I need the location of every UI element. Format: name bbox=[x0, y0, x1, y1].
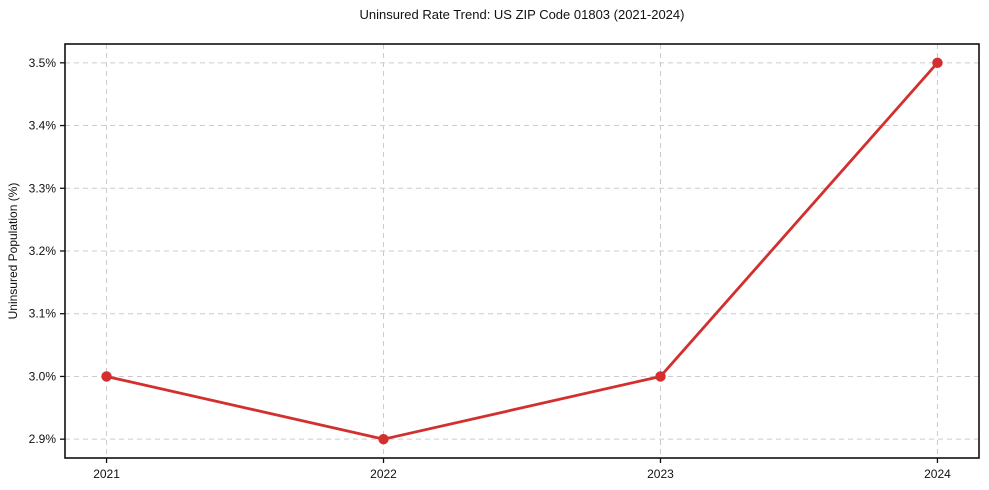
data-point-marker bbox=[378, 433, 389, 445]
x-tick-label: 2023 bbox=[647, 467, 674, 481]
y-tick-label: 3.2% bbox=[29, 244, 57, 258]
y-tick-label: 3.0% bbox=[29, 369, 57, 383]
x-tick-label: 2021 bbox=[93, 467, 120, 481]
y-tick-label: 3.3% bbox=[29, 181, 57, 195]
data-point-marker bbox=[932, 57, 943, 69]
trend-line bbox=[105, 61, 939, 441]
y-tick-label: 3.1% bbox=[29, 307, 57, 321]
y-tick-label: 3.4% bbox=[29, 119, 57, 133]
x-tick-label: 2022 bbox=[370, 467, 397, 481]
data-point-marker bbox=[655, 371, 666, 382]
y-tick-label: 3.5% bbox=[29, 56, 57, 70]
chart-title: Uninsured Rate Trend: US ZIP Code 01803 … bbox=[359, 7, 685, 22]
y-tick-label: 2.9% bbox=[29, 432, 57, 446]
x-tick-label: 2024 bbox=[924, 467, 951, 481]
data-point-marker bbox=[101, 371, 112, 382]
